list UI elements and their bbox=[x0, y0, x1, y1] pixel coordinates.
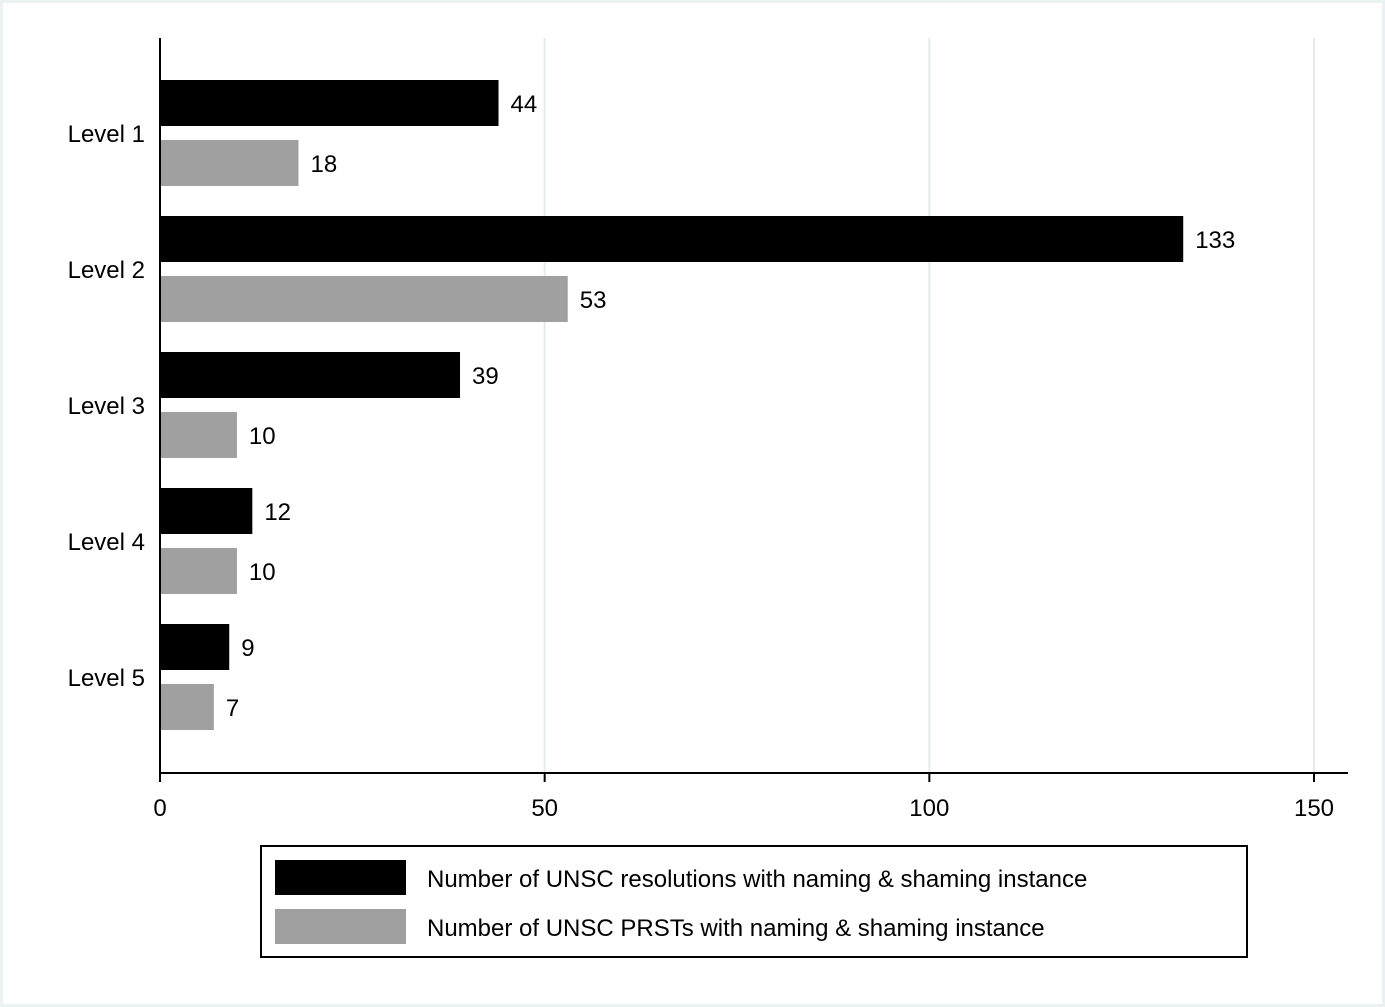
legend-box bbox=[260, 845, 1248, 958]
bars bbox=[160, 80, 1184, 730]
bar-1-5 bbox=[160, 624, 230, 670]
x-tick-label-0: 0 bbox=[153, 795, 166, 822]
bar-2-1 bbox=[160, 140, 299, 186]
x-tick-label-2: 100 bbox=[909, 795, 949, 822]
legend-label-2: Number of UNSC PRSTs with naming & shami… bbox=[427, 915, 1045, 942]
legend: Number of UNSC resolutions with naming &… bbox=[260, 845, 1248, 958]
x-tick-label-1: 50 bbox=[531, 795, 558, 822]
data-label-1-5: 9 bbox=[241, 635, 254, 662]
data-label-1-3: 39 bbox=[472, 363, 499, 390]
chart-frame: 44 18 133 53 39 10 12 10 9 7 Level 1 Level 2 Level … bbox=[3, 3, 1382, 1004]
legend-swatch-2 bbox=[275, 909, 406, 944]
bar-1-4 bbox=[160, 488, 253, 534]
data-labels: 44 18 133 53 39 10 12 10 9 7 bbox=[226, 91, 1235, 722]
category-label-3: Level 3 bbox=[68, 393, 145, 420]
bar-2-3 bbox=[160, 412, 237, 458]
bar-2-4 bbox=[160, 548, 237, 594]
bar-1-3 bbox=[160, 352, 461, 398]
bar-1-2 bbox=[160, 216, 1184, 262]
data-label-1-2: 133 bbox=[1195, 227, 1235, 254]
data-label-2-3: 10 bbox=[249, 423, 276, 450]
x-tick-label-3: 150 bbox=[1294, 795, 1334, 822]
legend-swatch-1 bbox=[275, 860, 406, 895]
category-label-5: Level 5 bbox=[68, 665, 145, 692]
data-label-2-4: 10 bbox=[249, 559, 276, 586]
bar-1-1 bbox=[160, 80, 499, 126]
gridlines bbox=[543, 38, 1315, 773]
bar-2-5 bbox=[160, 684, 214, 730]
data-label-2-1: 18 bbox=[310, 151, 337, 178]
category-label-1: Level 1 bbox=[68, 121, 145, 148]
bar-2-2 bbox=[160, 276, 568, 322]
category-label-2: Level 2 bbox=[68, 257, 145, 284]
data-label-1-4: 12 bbox=[264, 499, 291, 526]
data-label-2-5: 7 bbox=[226, 695, 239, 722]
data-label-2-2: 53 bbox=[580, 287, 607, 314]
legend-label-1: Number of UNSC resolutions with naming &… bbox=[427, 866, 1087, 893]
axes: Level 1 Level 2 Level 3 Level 4 Level 5 0 50 10… bbox=[68, 38, 1348, 822]
data-label-1-1: 44 bbox=[511, 91, 538, 118]
category-label-4: Level 4 bbox=[68, 529, 145, 556]
